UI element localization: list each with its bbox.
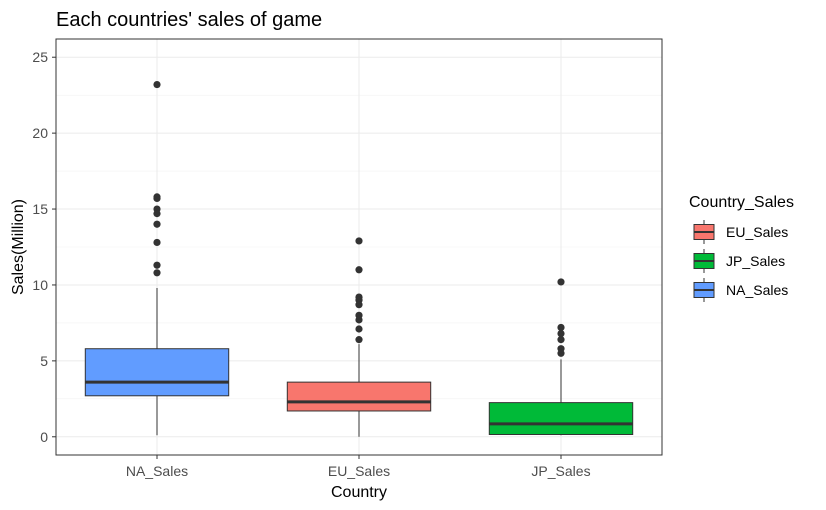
box-body xyxy=(488,402,634,436)
legend-item-jp_sales: JP_Sales xyxy=(693,249,785,273)
legend-item-na_sales: NA_Sales xyxy=(693,278,788,302)
box-eu_sales xyxy=(286,237,432,437)
x-tick-label: JP_Sales xyxy=(531,463,590,479)
outlier-point xyxy=(355,237,363,245)
y-tick-label: 20 xyxy=(32,125,48,141)
y-tick-label: 25 xyxy=(32,49,48,65)
box-body xyxy=(286,381,432,412)
x-tick-label: NA_Sales xyxy=(126,463,188,479)
y-tick-label: 5 xyxy=(40,353,48,369)
x-tick-label: EU_Sales xyxy=(328,463,390,479)
legend-item-eu_sales: EU_Sales xyxy=(693,220,788,244)
outlier-point xyxy=(557,329,565,338)
y-tick-label: 15 xyxy=(32,201,48,217)
outlier-point xyxy=(153,209,161,218)
legend-title: Country_Sales xyxy=(689,194,794,211)
y-axis-title: Sales(Million) xyxy=(10,199,27,295)
chart-title: Each countries' sales of game xyxy=(56,9,322,31)
legend-label: JP_Sales xyxy=(726,253,785,269)
boxes-layer xyxy=(84,80,634,437)
box-jp_sales xyxy=(488,278,634,436)
legend-label: NA_Sales xyxy=(726,282,788,298)
outlier-point xyxy=(355,336,363,344)
outlier-point xyxy=(153,220,161,228)
x-axis-title: Country xyxy=(331,484,387,501)
outlier-point xyxy=(557,278,565,286)
outlier-point xyxy=(355,266,363,274)
outlier-point xyxy=(153,261,161,269)
outlier-point xyxy=(153,269,161,277)
x-axis: NA_Sales EU_Sales JP_Sales xyxy=(126,455,591,479)
box-na_sales xyxy=(84,80,230,436)
outlier-point xyxy=(355,301,363,309)
y-tick-label: 0 xyxy=(40,429,48,445)
legend: Country_Sales EU_Sales JP_Sales NA_Sales xyxy=(689,194,794,302)
outlier-point xyxy=(557,323,565,332)
outlier-point xyxy=(355,316,363,324)
box-body xyxy=(84,348,230,397)
y-axis: 0 5 10 15 20 25 xyxy=(32,49,56,445)
outlier-point xyxy=(557,336,565,344)
outlier-point xyxy=(557,349,565,357)
y-tick-label: 10 xyxy=(32,277,48,293)
outlier-point xyxy=(355,325,363,333)
outlier-point xyxy=(153,238,161,247)
legend-label: EU_Sales xyxy=(726,224,788,240)
outlier-point xyxy=(153,194,161,203)
outlier-point xyxy=(153,80,161,89)
